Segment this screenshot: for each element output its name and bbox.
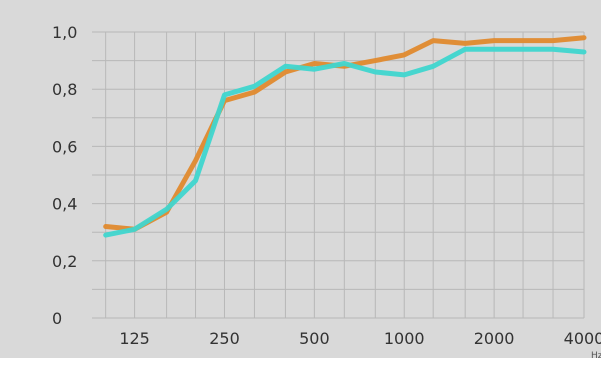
- x-tick-label: 4000: [564, 329, 601, 348]
- y-tick-label: 0,2: [52, 252, 77, 271]
- y-tick-label: 0,6: [52, 137, 77, 156]
- y-tick-label: 1,0: [52, 23, 77, 42]
- chart-background: [0, 0, 601, 358]
- x-tick-label: 1000: [384, 329, 425, 348]
- y-tick-label: 0,8: [52, 80, 77, 99]
- x-tick-label: 250: [209, 329, 240, 348]
- y-tick-label: 0,4: [52, 195, 77, 214]
- x-tick-label: 500: [299, 329, 330, 348]
- x-tick-label: 125: [119, 329, 150, 348]
- x-tick-label: 2000: [474, 329, 515, 348]
- y-tick-label: 0: [52, 309, 62, 328]
- x-unit-label: Hz: [591, 351, 601, 361]
